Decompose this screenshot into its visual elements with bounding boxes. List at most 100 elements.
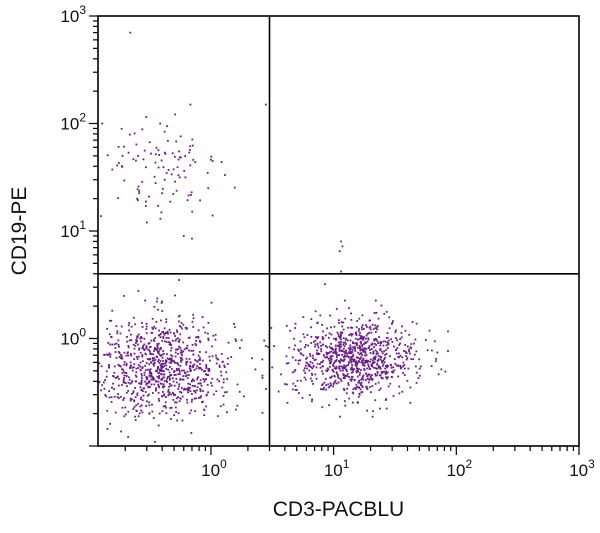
data-point — [355, 365, 358, 367]
data-point — [182, 375, 185, 377]
data-point — [147, 342, 150, 345]
data-point — [156, 346, 159, 349]
data-point — [109, 353, 112, 356]
data-point — [444, 370, 447, 373]
data-point — [369, 349, 371, 351]
data-point — [364, 347, 367, 350]
data-point — [344, 338, 347, 341]
data-point — [375, 344, 378, 346]
data-point — [126, 335, 128, 338]
data-point — [98, 381, 101, 384]
data-point — [338, 365, 341, 368]
data-point — [204, 331, 207, 334]
data-point — [218, 364, 221, 367]
data-point — [199, 367, 202, 370]
data-point — [185, 363, 188, 366]
data-point — [186, 398, 188, 401]
data-point — [191, 384, 194, 387]
data-point — [324, 356, 326, 359]
data-point — [196, 378, 198, 381]
data-point — [344, 351, 347, 353]
data-point — [106, 154, 109, 157]
data-point — [329, 365, 331, 368]
data-point — [122, 399, 125, 401]
data-point — [381, 365, 384, 367]
data-point — [188, 412, 191, 415]
data-point — [162, 331, 164, 333]
data-point — [312, 365, 315, 367]
data-point — [199, 389, 202, 391]
data-point — [210, 155, 213, 158]
data-point — [145, 346, 148, 349]
data-point — [374, 338, 377, 341]
data-point — [157, 308, 159, 311]
data-point — [314, 373, 317, 376]
data-point — [333, 325, 336, 328]
data-point — [166, 139, 169, 142]
data-point — [159, 122, 162, 125]
data-point — [109, 355, 112, 358]
data-point — [358, 317, 361, 320]
data-point — [342, 341, 345, 344]
data-point — [299, 379, 302, 382]
data-point — [169, 342, 172, 344]
data-point — [169, 407, 172, 409]
data-point — [198, 351, 201, 353]
data-point — [377, 354, 380, 357]
data-point — [124, 381, 126, 384]
data-point — [165, 406, 167, 409]
data-point — [315, 377, 318, 380]
data-point — [208, 355, 211, 358]
data-point — [189, 369, 192, 372]
data-point — [174, 393, 177, 396]
data-point — [197, 329, 200, 332]
data-point — [395, 349, 397, 352]
data-point — [359, 371, 361, 374]
data-point — [191, 378, 194, 381]
data-point — [119, 395, 122, 398]
data-point — [165, 396, 167, 398]
data-point — [215, 390, 218, 393]
data-point — [405, 355, 408, 357]
data-point — [177, 396, 179, 399]
data-point — [321, 372, 324, 375]
data-point — [148, 346, 151, 349]
data-point — [347, 361, 350, 363]
data-point — [166, 357, 169, 360]
data-point — [157, 383, 160, 386]
data-point — [361, 377, 364, 380]
data-point — [360, 352, 363, 354]
data-point — [343, 345, 346, 348]
data-point — [136, 358, 139, 360]
data-point — [312, 340, 315, 343]
data-point — [191, 398, 193, 401]
data-point — [397, 356, 400, 358]
data-point — [186, 377, 189, 379]
data-point — [102, 381, 105, 384]
data-point — [380, 304, 383, 307]
data-point — [413, 342, 415, 345]
data-point — [150, 378, 153, 381]
data-point — [170, 173, 173, 176]
data-point — [122, 380, 125, 382]
data-point — [154, 379, 157, 382]
data-point — [111, 309, 114, 312]
data-point — [157, 360, 160, 363]
data-point — [136, 188, 139, 191]
data-point — [398, 344, 401, 346]
data-point — [383, 361, 386, 363]
data-point — [127, 324, 130, 327]
data-point — [337, 381, 340, 384]
data-point — [178, 400, 181, 403]
data-point — [376, 352, 379, 355]
data-point — [357, 370, 360, 373]
data-point — [171, 377, 174, 380]
data-point — [195, 397, 197, 400]
data-point — [319, 314, 322, 317]
data-point — [329, 376, 331, 379]
data-point — [366, 387, 369, 390]
data-point — [308, 394, 311, 396]
data-point — [351, 351, 354, 353]
data-point — [203, 414, 206, 416]
data-point — [132, 408, 135, 410]
